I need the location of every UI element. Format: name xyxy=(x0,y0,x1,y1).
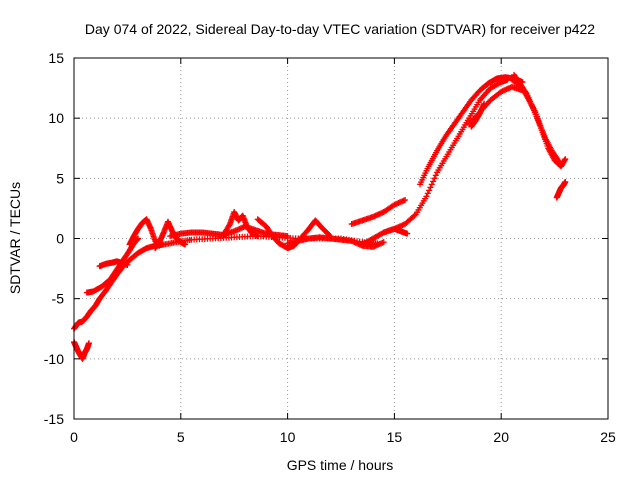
series-arc-bump-4 xyxy=(152,218,189,252)
y-tick-label: -5 xyxy=(52,291,65,307)
data-point xyxy=(426,187,433,194)
x-tick-label: 25 xyxy=(600,429,616,445)
series-arc-pre-rise xyxy=(348,196,409,228)
y-tick-label: -15 xyxy=(44,411,64,427)
x-axis-ticks: 0 5 10 15 20 25 xyxy=(70,58,616,445)
y-tick-label: 0 xyxy=(56,231,64,247)
series-arc-midday-spike xyxy=(220,209,261,240)
data-point xyxy=(404,230,411,237)
y-tick-label: -10 xyxy=(44,351,64,367)
data-point xyxy=(555,157,562,164)
x-tick-label: 0 xyxy=(70,429,78,445)
y-tick-label: 10 xyxy=(48,110,64,126)
data-point xyxy=(432,172,439,179)
data-point xyxy=(428,181,435,188)
data-points xyxy=(71,71,569,362)
data-point xyxy=(430,178,437,185)
series-arc-peak-decline-b xyxy=(511,71,562,165)
data-point xyxy=(427,184,434,191)
data-point xyxy=(411,212,418,219)
data-point xyxy=(481,100,488,107)
chart-title: Day 074 of 2022, Sidereal Day-to-day VTE… xyxy=(85,21,595,37)
y-tick-label: 5 xyxy=(56,170,64,186)
series-arc-upper-early-b xyxy=(96,258,131,270)
data-point xyxy=(424,190,431,197)
series-arc-low-start xyxy=(71,338,92,362)
series-arc-evening-rise-b xyxy=(417,74,526,188)
data-point xyxy=(562,178,569,185)
data-point xyxy=(423,193,430,200)
data-point xyxy=(523,89,530,96)
series-arc-late-tail xyxy=(553,178,569,201)
data-point xyxy=(555,158,562,165)
x-tick-label: 15 xyxy=(387,429,403,445)
data-point xyxy=(284,233,291,240)
data-point xyxy=(380,239,387,246)
x-tick-label: 20 xyxy=(493,429,509,445)
data-point xyxy=(562,156,569,163)
y-axis-ticks: -15 -10 -5 0 5 10 15 xyxy=(44,50,608,427)
data-point xyxy=(402,196,409,203)
data-point xyxy=(254,233,261,240)
data-point xyxy=(85,340,92,347)
y-axis-label: SDTVAR / TECUs xyxy=(7,182,23,294)
data-point xyxy=(182,241,189,248)
data-point xyxy=(431,175,438,182)
x-tick-label: 5 xyxy=(177,429,185,445)
series-arc-dip-19 xyxy=(468,100,488,130)
y-tick-label: 15 xyxy=(48,50,64,66)
x-axis-label: GPS time / hours xyxy=(287,457,394,473)
data-point xyxy=(379,230,386,237)
series-arc-main-rise xyxy=(71,233,381,332)
data-point xyxy=(135,235,142,242)
x-tick-label: 10 xyxy=(280,429,296,445)
data-point xyxy=(124,261,131,268)
